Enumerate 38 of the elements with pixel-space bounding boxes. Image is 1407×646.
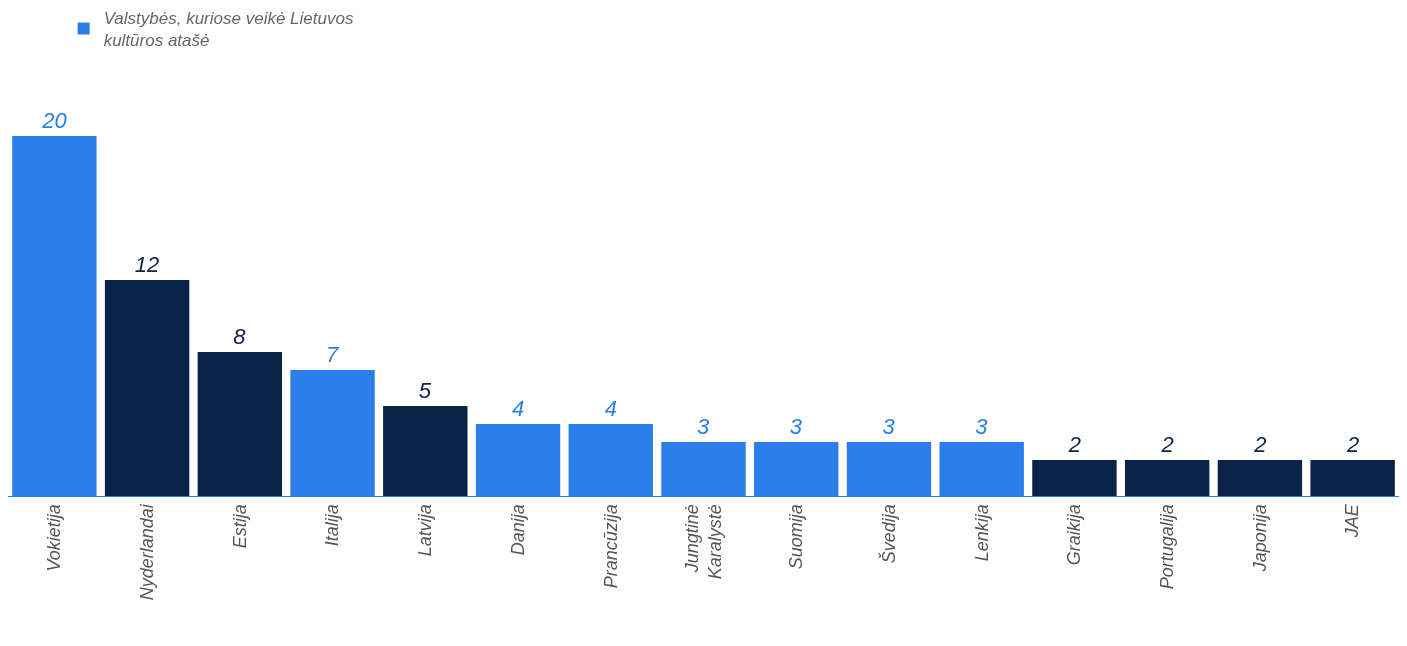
x-tick-label: Nyderlandai	[136, 503, 157, 601]
data-label: 20	[41, 108, 68, 133]
x-tick-label: Švedija	[877, 504, 899, 564]
data-label: 2	[1253, 432, 1267, 457]
data-label: 2	[1346, 432, 1360, 457]
x-tick-label: Estija	[229, 504, 250, 549]
x-tick-label: Japonija	[1249, 504, 1270, 573]
x-tick-label: Suomija	[786, 504, 807, 570]
data-label: 7	[326, 342, 340, 367]
data-label: 3	[697, 414, 710, 439]
x-tick-label: Graikija	[1064, 504, 1085, 566]
x-tick-label: Lenkija	[971, 504, 992, 562]
bar	[104, 280, 190, 496]
x-tick-label: Vokietija	[44, 504, 65, 572]
bar	[1217, 460, 1303, 496]
x-tick-label: JAE	[1342, 503, 1363, 539]
data-label: 4	[511, 396, 525, 421]
bar	[1032, 460, 1117, 496]
data-label: 3	[789, 414, 803, 439]
bar	[1124, 460, 1210, 496]
x-tick-label: Prancūzija	[600, 504, 621, 589]
data-label: 5	[418, 378, 432, 403]
x-tick-label: Jungtinė Karalystė	[681, 504, 726, 580]
x-tick-label: Latvija	[415, 504, 436, 557]
data-label: 3	[975, 414, 989, 439]
data-label: 12	[134, 252, 160, 277]
data-label: 8	[233, 324, 247, 349]
bar	[383, 406, 468, 496]
data-label: 2	[1160, 432, 1174, 457]
data-label: 2	[1067, 432, 1082, 457]
x-tick-label: Danija	[507, 504, 528, 556]
data-label: 3	[882, 414, 896, 439]
data-label: 4	[604, 396, 617, 421]
x-tick-label: Italija	[322, 504, 343, 547]
bar	[197, 352, 283, 496]
bar	[1310, 460, 1395, 496]
legend-label: Valstybės, kuriose veikė Lietuvos kultūros atašė	[103, 9, 354, 51]
x-tick-label: Portugalija	[1157, 504, 1178, 590]
